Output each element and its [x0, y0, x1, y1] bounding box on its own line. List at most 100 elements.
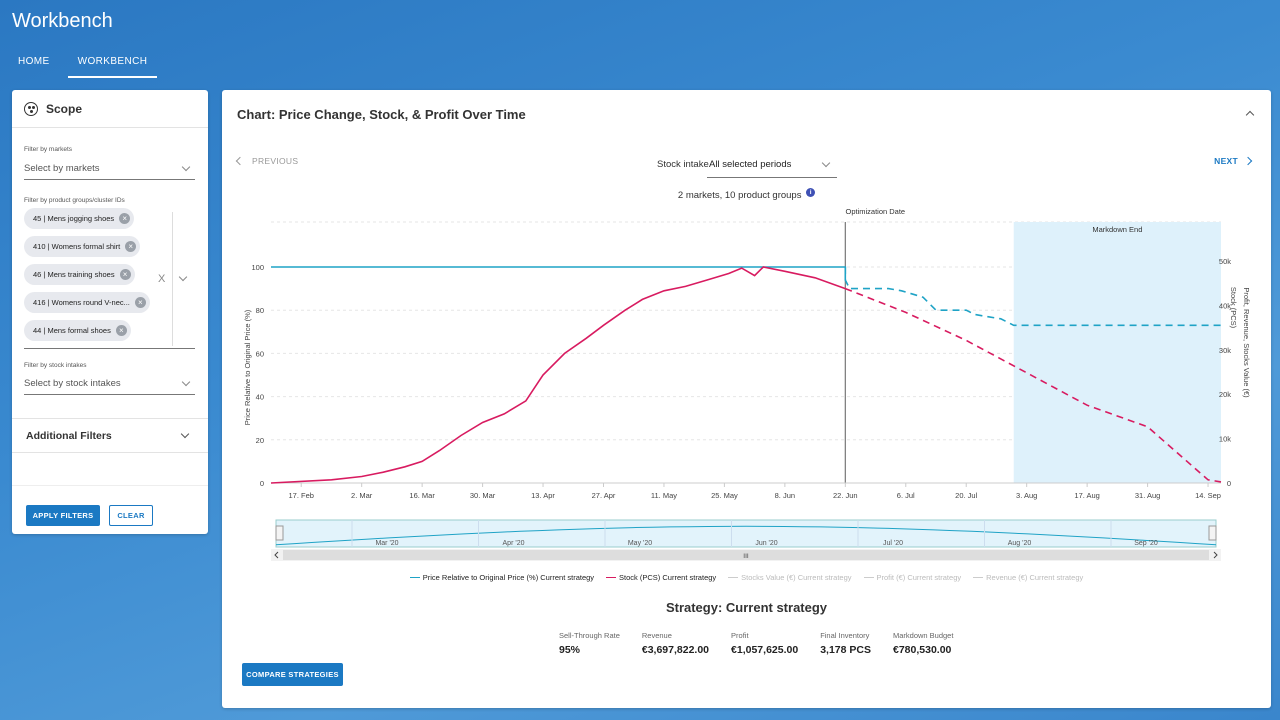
- stock-select-placeholder: Select by stock intakes: [24, 378, 121, 389]
- additional-filters-toggle[interactable]: Additional Filters: [12, 418, 208, 453]
- legend-label: Stocks Value (€) Current strategy: [741, 573, 852, 582]
- chevron-up-icon[interactable]: [1245, 110, 1255, 120]
- navigator-left-handle[interactable]: [275, 525, 284, 541]
- legend-swatch: [728, 576, 739, 579]
- legend-label: Revenue (€) Current strategy: [986, 573, 1084, 582]
- legend-swatch: [863, 576, 874, 579]
- chip-45[interactable]: 45 | Mens jogging shoes ×: [24, 208, 135, 229]
- stock-filter-label: Filter by stock intakes: [24, 362, 87, 369]
- markets-filter-label: Filter by markets: [24, 146, 73, 153]
- legend-item[interactable]: Profit (€) Current strategy: [863, 573, 962, 582]
- legend-item[interactable]: Revenue (€) Current strategy: [973, 573, 1083, 582]
- y2-tick-label: 10k: [1219, 435, 1231, 444]
- navigator-month-label: Apr '20: [503, 540, 525, 547]
- nav-home[interactable]: HOME: [18, 56, 50, 67]
- previous-label: PREVIOUS: [252, 156, 299, 166]
- compare-strategies-button[interactable]: COMPARE STRATEGIES: [242, 663, 343, 686]
- y-tick-label: 40: [256, 393, 264, 402]
- groups-filter-label: Filter by product groups/cluster IDs: [24, 197, 125, 204]
- stock-intake-select[interactable]: All selected periods: [707, 156, 837, 178]
- y-tick-label: 0: [260, 479, 264, 488]
- chip-label: 416 | Womens round V-nec...: [33, 298, 130, 307]
- kpi-row: Sell-Through Rate 95% Revenue €3,697,822.00…: [559, 631, 975, 656]
- y2-tick-label: 50k: [1219, 257, 1231, 266]
- series-line-forecast: [845, 287, 1222, 483]
- kpi-value: 3,178 PCS: [820, 644, 871, 656]
- remove-chip-icon[interactable]: ×: [119, 269, 131, 280]
- chip-410[interactable]: 410 | Womens formal shirt ×: [24, 236, 141, 257]
- navigator-window: [275, 519, 1217, 548]
- kpi: Profit €1,057,625.00: [731, 631, 798, 656]
- chip-44[interactable]: 44 | Mens formal shoes ×: [24, 320, 131, 341]
- chevron-left-icon: [235, 156, 245, 166]
- y-tick-label: 80: [256, 306, 264, 315]
- series-line-forecast: [844, 267, 1221, 327]
- x-tick-label: 27. Apr: [592, 491, 616, 500]
- scope-header: Scope: [12, 90, 208, 128]
- legend-item[interactable]: Price Relative to Original Price (%) Cur…: [409, 573, 594, 582]
- y-tick-label: 20: [256, 436, 264, 445]
- app-title: Workbench: [12, 10, 113, 32]
- chips-divider: [172, 212, 173, 346]
- scope-icon: [24, 101, 38, 116]
- x-tick-label: 14. Sep: [1195, 491, 1221, 500]
- next-button[interactable]: NEXT: [1214, 156, 1253, 166]
- scrollbar-thumb[interactable]: [283, 550, 1209, 560]
- x-tick-label: 3. Aug: [1016, 491, 1037, 500]
- markets-select-placeholder: Select by markets: [24, 163, 100, 174]
- series-line-actual: [271, 266, 847, 280]
- kpi: Final Inventory 3,178 PCS: [820, 631, 871, 656]
- product-group-chips: 45 | Mens jogging shoes × 410 | Womens fo…: [24, 208, 174, 348]
- remove-chip-icon[interactable]: ×: [115, 325, 127, 336]
- x-tick-label: 11. May: [651, 491, 677, 500]
- chevron-down-icon: [181, 162, 191, 172]
- scroll-left-icon: [274, 551, 279, 559]
- y-axis-label: Price Relative to Original Price (%): [243, 309, 252, 425]
- scope-panel: Scope Filter by markets Select by market…: [12, 90, 208, 534]
- scrollbar-grip: III: [743, 553, 749, 560]
- y-tick-label: 60: [256, 349, 264, 358]
- apply-filters-button[interactable]: APPLY FILTERS: [26, 505, 100, 526]
- clear-chips-icon[interactable]: X: [158, 273, 166, 285]
- chip-416[interactable]: 416 | Womens round V-nec... ×: [24, 292, 150, 313]
- chevron-down-icon[interactable]: [178, 272, 188, 282]
- chart-panel-title: Chart: Price Change, Stock, & Profit Ove…: [237, 107, 526, 122]
- clear-button[interactable]: CLEAR: [109, 505, 153, 526]
- scope-summary: 2 markets, 10 product groups i: [222, 188, 1271, 201]
- navigator-series: [275, 525, 1217, 546]
- previous-button[interactable]: PREVIOUS: [235, 156, 299, 166]
- navigator-month-label: Mar '20: [375, 540, 398, 547]
- x-tick-label: 20. Jul: [955, 491, 977, 500]
- y2-tick-label: 20k: [1219, 390, 1231, 399]
- summary-text: 2 markets, 10 product groups: [677, 190, 802, 201]
- y2-axis-label: Profit, Revenue, Stocks Value (€): [1242, 287, 1251, 398]
- legend-item[interactable]: Stocks Value (€) Current strategy: [728, 573, 852, 582]
- x-tick-label: 31. Aug: [1135, 491, 1160, 500]
- kpi-value: 95%: [559, 644, 581, 656]
- remove-chip-icon[interactable]: ×: [119, 213, 131, 224]
- chevron-down-icon: [181, 377, 191, 387]
- navigator-month-label: May '20: [628, 540, 652, 547]
- top-nav: HOME WORKBENCH: [0, 48, 158, 78]
- remove-chip-icon[interactable]: ×: [125, 241, 137, 252]
- y-tick-label: 100: [251, 263, 264, 272]
- navigator-right-handle[interactable]: [1208, 525, 1217, 541]
- info-icon[interactable]: i: [806, 188, 816, 197]
- x-tick-label: 2. Mar: [351, 491, 373, 500]
- chip-46[interactable]: 46 | Mens training shoes ×: [24, 264, 135, 285]
- kpi-value: €3,697,822.00: [641, 644, 710, 656]
- legend-swatch: [973, 576, 984, 579]
- stock-intakes-select[interactable]: Select by stock intakes: [24, 373, 195, 395]
- chevron-down-icon: [180, 429, 190, 439]
- kpi-label: Revenue: [641, 631, 672, 640]
- chip-label: 410 | Womens formal shirt: [33, 242, 121, 251]
- strategy-title: Strategy: Current strategy: [665, 600, 828, 615]
- chart-panel: Chart: Price Change, Stock, & Profit Ove…: [222, 90, 1271, 708]
- markets-select[interactable]: Select by markets: [24, 158, 195, 180]
- remove-chip-icon[interactable]: ×: [134, 297, 146, 308]
- legend-item[interactable]: Stock (PCS) Current strategy: [606, 573, 716, 582]
- navigator-month-label: Sep '20: [1134, 540, 1158, 547]
- x-tick-label: 25. May: [711, 491, 738, 500]
- legend-label: Profit (€) Current strategy: [876, 573, 962, 582]
- nav-workbench[interactable]: WORKBENCH: [67, 48, 158, 78]
